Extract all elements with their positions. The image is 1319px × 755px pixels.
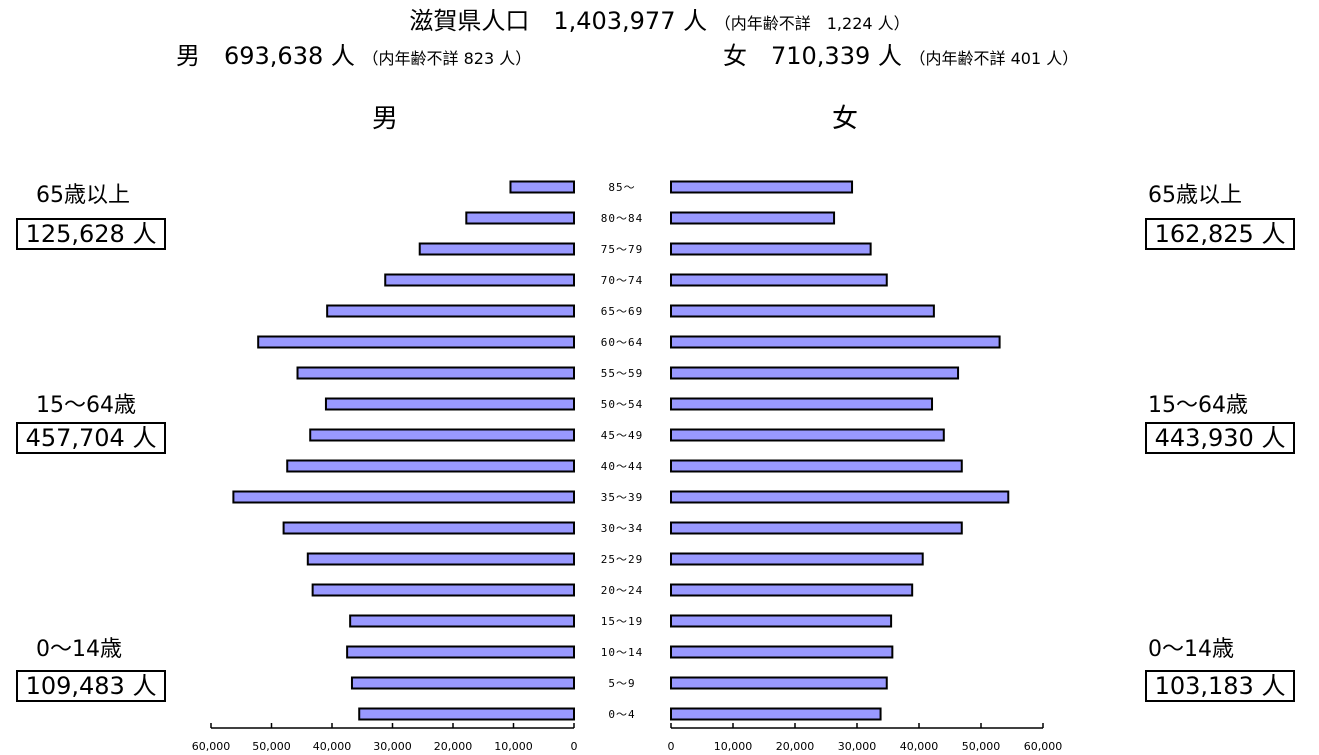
female-bar xyxy=(670,366,960,380)
male-bar xyxy=(465,211,575,225)
female-bar xyxy=(670,614,893,628)
age-category-label: 5～9 xyxy=(608,677,635,690)
male-bar xyxy=(306,552,575,566)
female-x-tick-label: 50,000 xyxy=(962,740,1001,753)
female-x-tick-label: 30,000 xyxy=(838,740,877,753)
male-total: 男 693,638 人 xyxy=(176,42,355,70)
age-category-label: 35～39 xyxy=(601,491,644,504)
male-bar xyxy=(257,335,575,349)
female-bar xyxy=(670,335,1001,349)
male-summary: 男 693,638 人 （内年齢不詳 823 人） xyxy=(176,40,531,75)
male-bar xyxy=(350,676,575,690)
age-category-label: 85～ xyxy=(608,181,635,194)
female-bar xyxy=(670,676,888,690)
total-population: 滋賀県人口 1,403,977 人 xyxy=(409,7,708,35)
female-bar xyxy=(670,645,894,659)
male-bar xyxy=(346,645,575,659)
female-bar xyxy=(670,242,872,256)
chart-title: 滋賀県人口 1,403,977 人 （内年齢不詳 1,224 人） xyxy=(0,6,1319,39)
male-group-label-65plus: 65歳以上 xyxy=(36,183,130,208)
male-unknown-age: （内年齢不詳 823 人） xyxy=(362,49,532,68)
age-category-label: 50～54 xyxy=(601,398,644,411)
female-bar xyxy=(670,304,935,318)
female-group-value-0-14: 103,183 人 xyxy=(1145,670,1295,702)
male-bar xyxy=(232,490,575,504)
male-bar xyxy=(311,583,575,597)
age-category-label: 20～24 xyxy=(601,584,644,597)
age-category-label: 55～59 xyxy=(601,367,644,380)
age-category-label: 80～84 xyxy=(601,212,644,225)
male-x-tick-label: 0 xyxy=(571,740,578,753)
female-bar xyxy=(670,490,1010,504)
total-unknown-age: （内年齢不詳 1,224 人） xyxy=(714,14,910,33)
male-group-label-15-64: 15～64歳 xyxy=(36,393,136,418)
male-bar xyxy=(418,242,575,256)
female-total: 女 710,339 人 xyxy=(723,42,902,70)
age-category-label: 0～4 xyxy=(608,708,635,721)
female-bar xyxy=(670,273,888,287)
male-x-tick-label: 10,000 xyxy=(494,740,533,753)
female-x-tick-label: 60,000 xyxy=(1024,740,1063,753)
female-bar xyxy=(670,552,924,566)
age-category-label: 25～29 xyxy=(601,553,644,566)
age-category-label: 60～64 xyxy=(601,336,644,349)
male-bar xyxy=(309,428,575,442)
male-bar xyxy=(384,273,575,287)
female-bar xyxy=(670,211,836,225)
female-group-value-15-64: 443,930 人 xyxy=(1145,422,1295,454)
male-bar xyxy=(349,614,575,628)
female-heading: 女 xyxy=(832,104,859,134)
female-group-value-65plus: 162,825 人 xyxy=(1145,218,1295,250)
female-group-label-0-14: 0～14歳 xyxy=(1148,637,1234,662)
male-x-tick-label: 60,000 xyxy=(192,740,231,753)
male-x-tick-label: 50,000 xyxy=(252,740,291,753)
female-x-tick-label: 10,000 xyxy=(714,740,753,753)
male-bar xyxy=(282,521,575,535)
male-bar xyxy=(358,707,575,721)
female-x-tick-label: 40,000 xyxy=(900,740,939,753)
female-group-label-65plus: 65歳以上 xyxy=(1148,183,1242,208)
male-group-value-15-64: 457,704 人 xyxy=(16,422,166,454)
male-group-value-65plus: 125,628 人 xyxy=(16,218,166,250)
female-bar xyxy=(670,707,882,721)
female-bar xyxy=(670,180,854,194)
female-summary: 女 710,339 人 （内年齢不詳 401 人） xyxy=(723,40,1078,75)
age-category-label: 30～34 xyxy=(601,522,644,535)
age-category-label: 65～69 xyxy=(601,305,644,318)
age-category-label: 75～79 xyxy=(601,243,644,256)
female-bar xyxy=(670,521,963,535)
male-x-tick-label: 20,000 xyxy=(434,740,473,753)
male-bar xyxy=(286,459,575,473)
age-category-label: 10～14 xyxy=(601,646,644,659)
male-bar xyxy=(509,180,576,194)
male-heading: 男 xyxy=(372,104,399,134)
male-bar xyxy=(324,397,576,411)
age-category-label: 70～74 xyxy=(601,274,644,287)
male-x-tick-label: 30,000 xyxy=(373,740,412,753)
male-bar xyxy=(296,366,575,380)
female-bar xyxy=(670,583,914,597)
male-bar xyxy=(326,304,575,318)
female-x-tick-label: 0 xyxy=(668,740,675,753)
age-category-label: 45～49 xyxy=(601,429,644,442)
female-bar xyxy=(670,459,963,473)
male-x-tick-label: 40,000 xyxy=(313,740,352,753)
female-bar xyxy=(670,428,945,442)
age-category-label: 40～44 xyxy=(601,460,644,473)
female-group-label-15-64: 15～64歳 xyxy=(1148,393,1248,418)
female-x-tick-label: 20,000 xyxy=(776,740,815,753)
male-group-value-0-14: 109,483 人 xyxy=(16,670,166,702)
female-unknown-age: （内年齢不詳 401 人） xyxy=(909,49,1079,68)
male-group-label-0-14: 0～14歳 xyxy=(36,637,122,662)
female-bar xyxy=(670,397,934,411)
age-category-label: 15～19 xyxy=(601,615,644,628)
